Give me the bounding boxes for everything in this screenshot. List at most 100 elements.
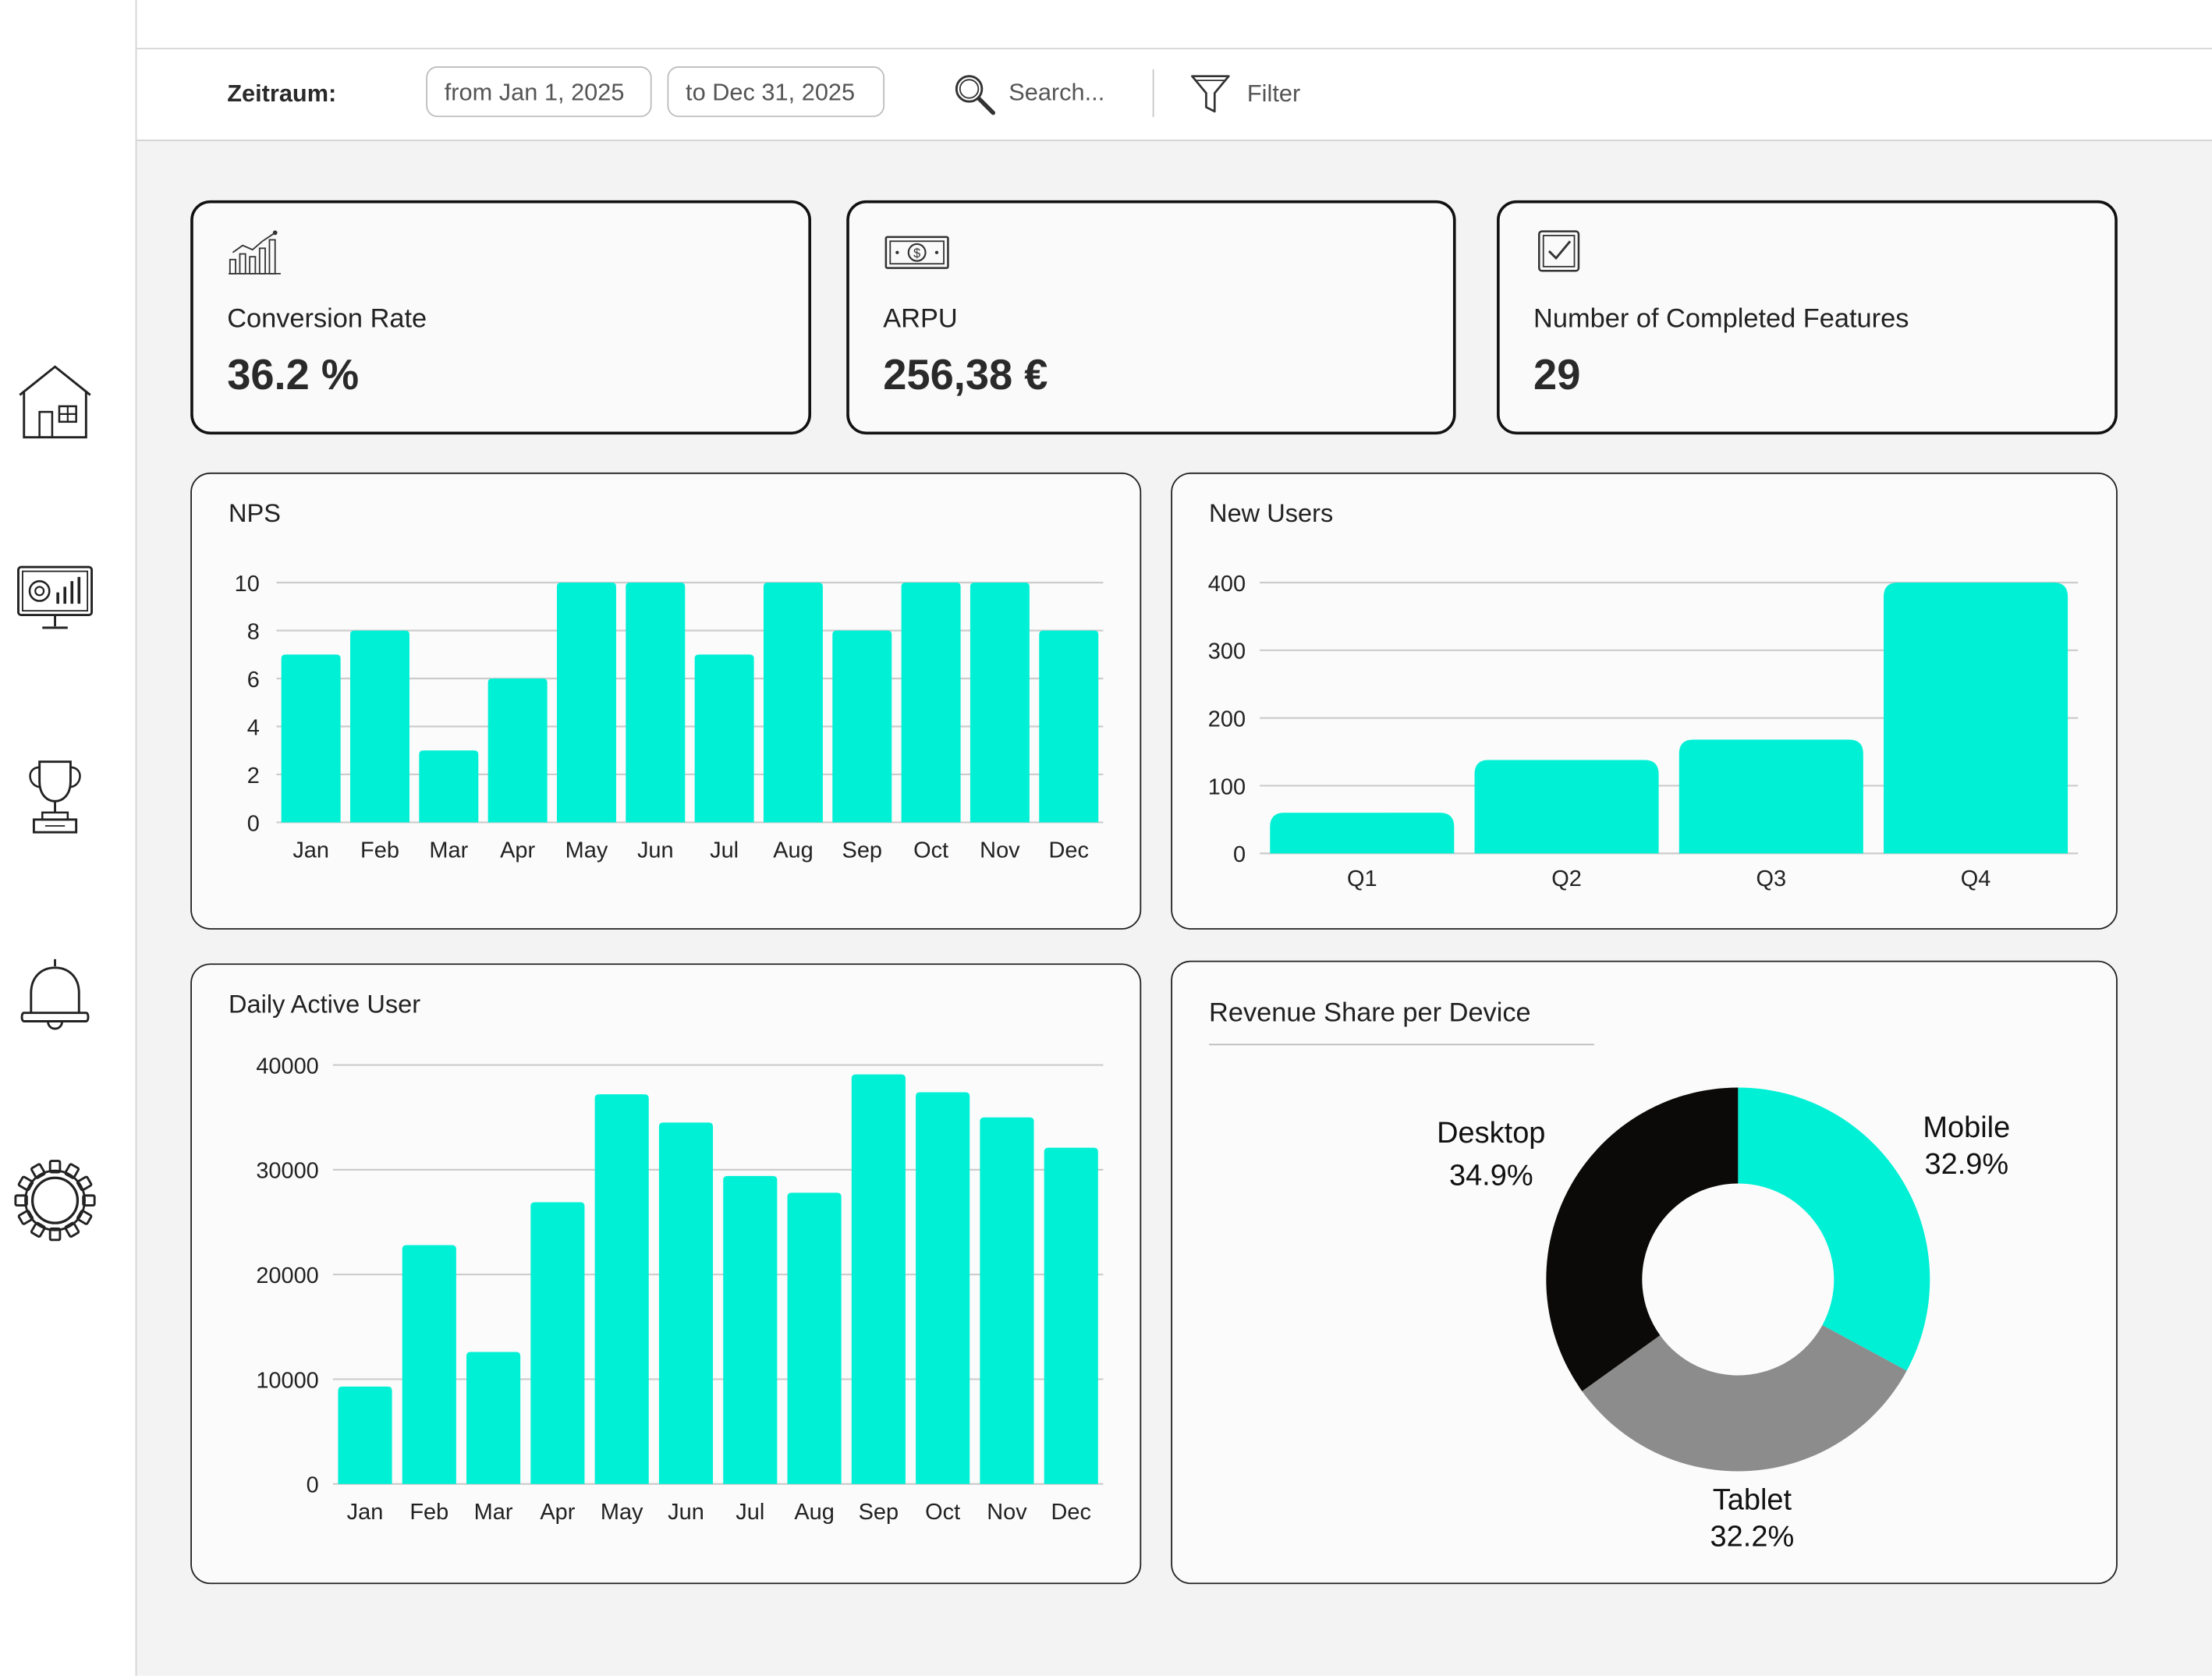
x-tick-label: Q3	[1756, 866, 1787, 891]
x-tick-label: Dec	[1051, 1500, 1091, 1525]
x-tick-label: Oct	[925, 1500, 960, 1525]
gear-icon[interactable]	[11, 1157, 98, 1244]
new-users-bar-chart: 0 100 200 300 400 Q1 Q2 Q3 Q4	[1208, 572, 2079, 891]
y-tick-label: 10000	[256, 1368, 318, 1393]
x-tick-label: Feb	[409, 1500, 448, 1525]
new-users-chart-card: New Users 0 100 200 300 400 Q1 Q2 Q3 Q4	[1171, 472, 2118, 930]
y-tick-label: 30000	[256, 1159, 318, 1184]
y-tick-label: 8	[247, 619, 260, 644]
trophy-icon[interactable]	[11, 753, 98, 841]
y-tick-label: 0	[1233, 842, 1246, 867]
y-tick-label: 400	[1208, 572, 1246, 597]
y-tick-label: 40000	[256, 1054, 318, 1079]
bar	[626, 582, 686, 823]
bell-icon[interactable]	[11, 954, 98, 1041]
checkbox-icon	[1538, 230, 1580, 272]
kpi-card-arpu: $ ARPU 256,38 €	[846, 200, 1456, 435]
pie-slice-desktop	[1546, 1087, 1739, 1391]
y-tick-label: 300	[1208, 640, 1246, 664]
y-tick-label: 10	[235, 572, 260, 597]
dau-chart-card: Daily Active User 0 10000 20000 30000 40000 J…	[190, 963, 1142, 1585]
x-tick-label: Jul	[736, 1500, 764, 1525]
nps-chart-card: NPS 0 2 4 6 8 10 Jan Feb Mar Apr May Jun Jul Aug Sep Oc…	[190, 472, 1142, 930]
bar	[916, 1092, 970, 1484]
kpi-card-conversion-rate: Conversion Rate 36.2 %	[190, 200, 812, 435]
kpi-value: 256,38 €	[883, 353, 1048, 399]
bar	[350, 630, 409, 823]
monitor-chart-icon[interactable]	[11, 556, 98, 643]
x-tick-label: Q4	[1961, 866, 1991, 891]
y-tick-label: 200	[1208, 707, 1246, 732]
bar	[1270, 813, 1455, 854]
x-tick-label: Dec	[1049, 838, 1089, 863]
title-underline	[1209, 1044, 1594, 1046]
bar	[787, 1192, 842, 1484]
bar	[1678, 739, 1863, 854]
pie-slice-tablet	[1582, 1325, 1907, 1472]
top-strip	[136, 0, 2212, 50]
date-to-field[interactable]: to Dec 31, 2025	[667, 66, 885, 118]
x-tick-label: Aug	[794, 1500, 834, 1525]
x-tick-label: Nov	[980, 838, 1020, 863]
bar	[281, 654, 341, 823]
banknote-icon: $	[884, 236, 949, 269]
period-label: Zeitraum:	[227, 80, 337, 108]
x-tick-label: Aug	[773, 838, 813, 863]
filter-button[interactable]: Filter	[1246, 80, 1301, 108]
pie-value-label: 32.9%	[1924, 1148, 2008, 1181]
kpi-card-completed-features: Number of Completed Features 29	[1497, 200, 2118, 435]
x-tick-label: Jan	[292, 838, 329, 863]
svg-text:$: $	[913, 246, 920, 260]
y-tick-label: 2	[247, 764, 260, 788]
kpi-value: 29	[1533, 353, 1581, 399]
x-tick-label: Oct	[913, 838, 948, 863]
chart-title: NPS	[229, 499, 281, 528]
x-tick-label: Jun	[637, 838, 674, 863]
pie-label: Tablet	[1713, 1483, 1792, 1516]
pie-value-label: 34.9%	[1449, 1159, 1533, 1192]
bar	[901, 582, 961, 823]
y-tick-label: 4	[247, 715, 260, 740]
house-icon[interactable]	[11, 361, 98, 448]
kpi-label: ARPU	[883, 304, 958, 335]
bar	[851, 1074, 906, 1484]
chart-title: New Users	[1209, 499, 1334, 528]
filter-icon[interactable]	[1189, 72, 1232, 114]
x-tick-label: May	[601, 1500, 643, 1525]
search-input[interactable]: Search...	[1009, 79, 1105, 106]
bar	[487, 678, 548, 823]
pie-label: Mobile	[1923, 1111, 2010, 1144]
x-tick-label: Jul	[710, 838, 739, 863]
revenue-donut-chart: Mobile 32.9% Tablet 32.2% Desktop 34.9%	[1437, 1087, 2010, 1553]
x-tick-label: Apr	[540, 1500, 575, 1525]
bar	[980, 1117, 1034, 1484]
bar-growth-icon	[229, 230, 281, 275]
chart-title: Revenue Share per Device	[1209, 998, 1531, 1029]
x-tick-label: Q1	[1347, 866, 1377, 891]
y-tick-label: 0	[247, 811, 260, 836]
bar	[402, 1245, 456, 1484]
kpi-label: Number of Completed Features	[1533, 304, 1909, 335]
toolbar-divider	[1152, 69, 1154, 118]
pie-value-label: 32.2%	[1710, 1520, 1795, 1553]
bar	[594, 1094, 649, 1484]
x-tick-label: Apr	[500, 838, 535, 863]
date-from-field[interactable]: from Jan 1, 2025	[426, 66, 652, 118]
chart-title: Daily Active User	[229, 990, 421, 1019]
dau-bar-chart: 0 10000 20000 30000 40000 Jan Feb Mar Apr May Jun J…	[256, 1054, 1104, 1525]
bar	[338, 1386, 392, 1484]
x-tick-label: Sep	[842, 838, 882, 863]
kpi-value: 36.2 %	[227, 353, 360, 399]
toolbar: Zeitraum: from Jan 1, 2025 to Dec 31, 20…	[136, 49, 2212, 141]
dashboard-content: Conversion Rate 36.2 % $ ARPU 256,38 € N…	[136, 140, 2212, 1676]
x-tick-label: Sep	[859, 1500, 899, 1525]
x-tick-label: Mar	[474, 1500, 513, 1525]
search-icon[interactable]	[952, 72, 998, 117]
bar	[419, 750, 479, 823]
revenue-share-card: Revenue Share per Device Mobile 32.9% Tabl…	[1171, 960, 2118, 1585]
nps-bar-chart: 0 2 4 6 8 10 Jan Feb Mar Apr May Jun Jul Aug Sep Oct Nov…	[235, 572, 1104, 863]
bar	[466, 1352, 521, 1484]
y-tick-label: 0	[307, 1473, 319, 1498]
bar	[1044, 1147, 1098, 1484]
kpi-label: Conversion Rate	[227, 304, 427, 335]
